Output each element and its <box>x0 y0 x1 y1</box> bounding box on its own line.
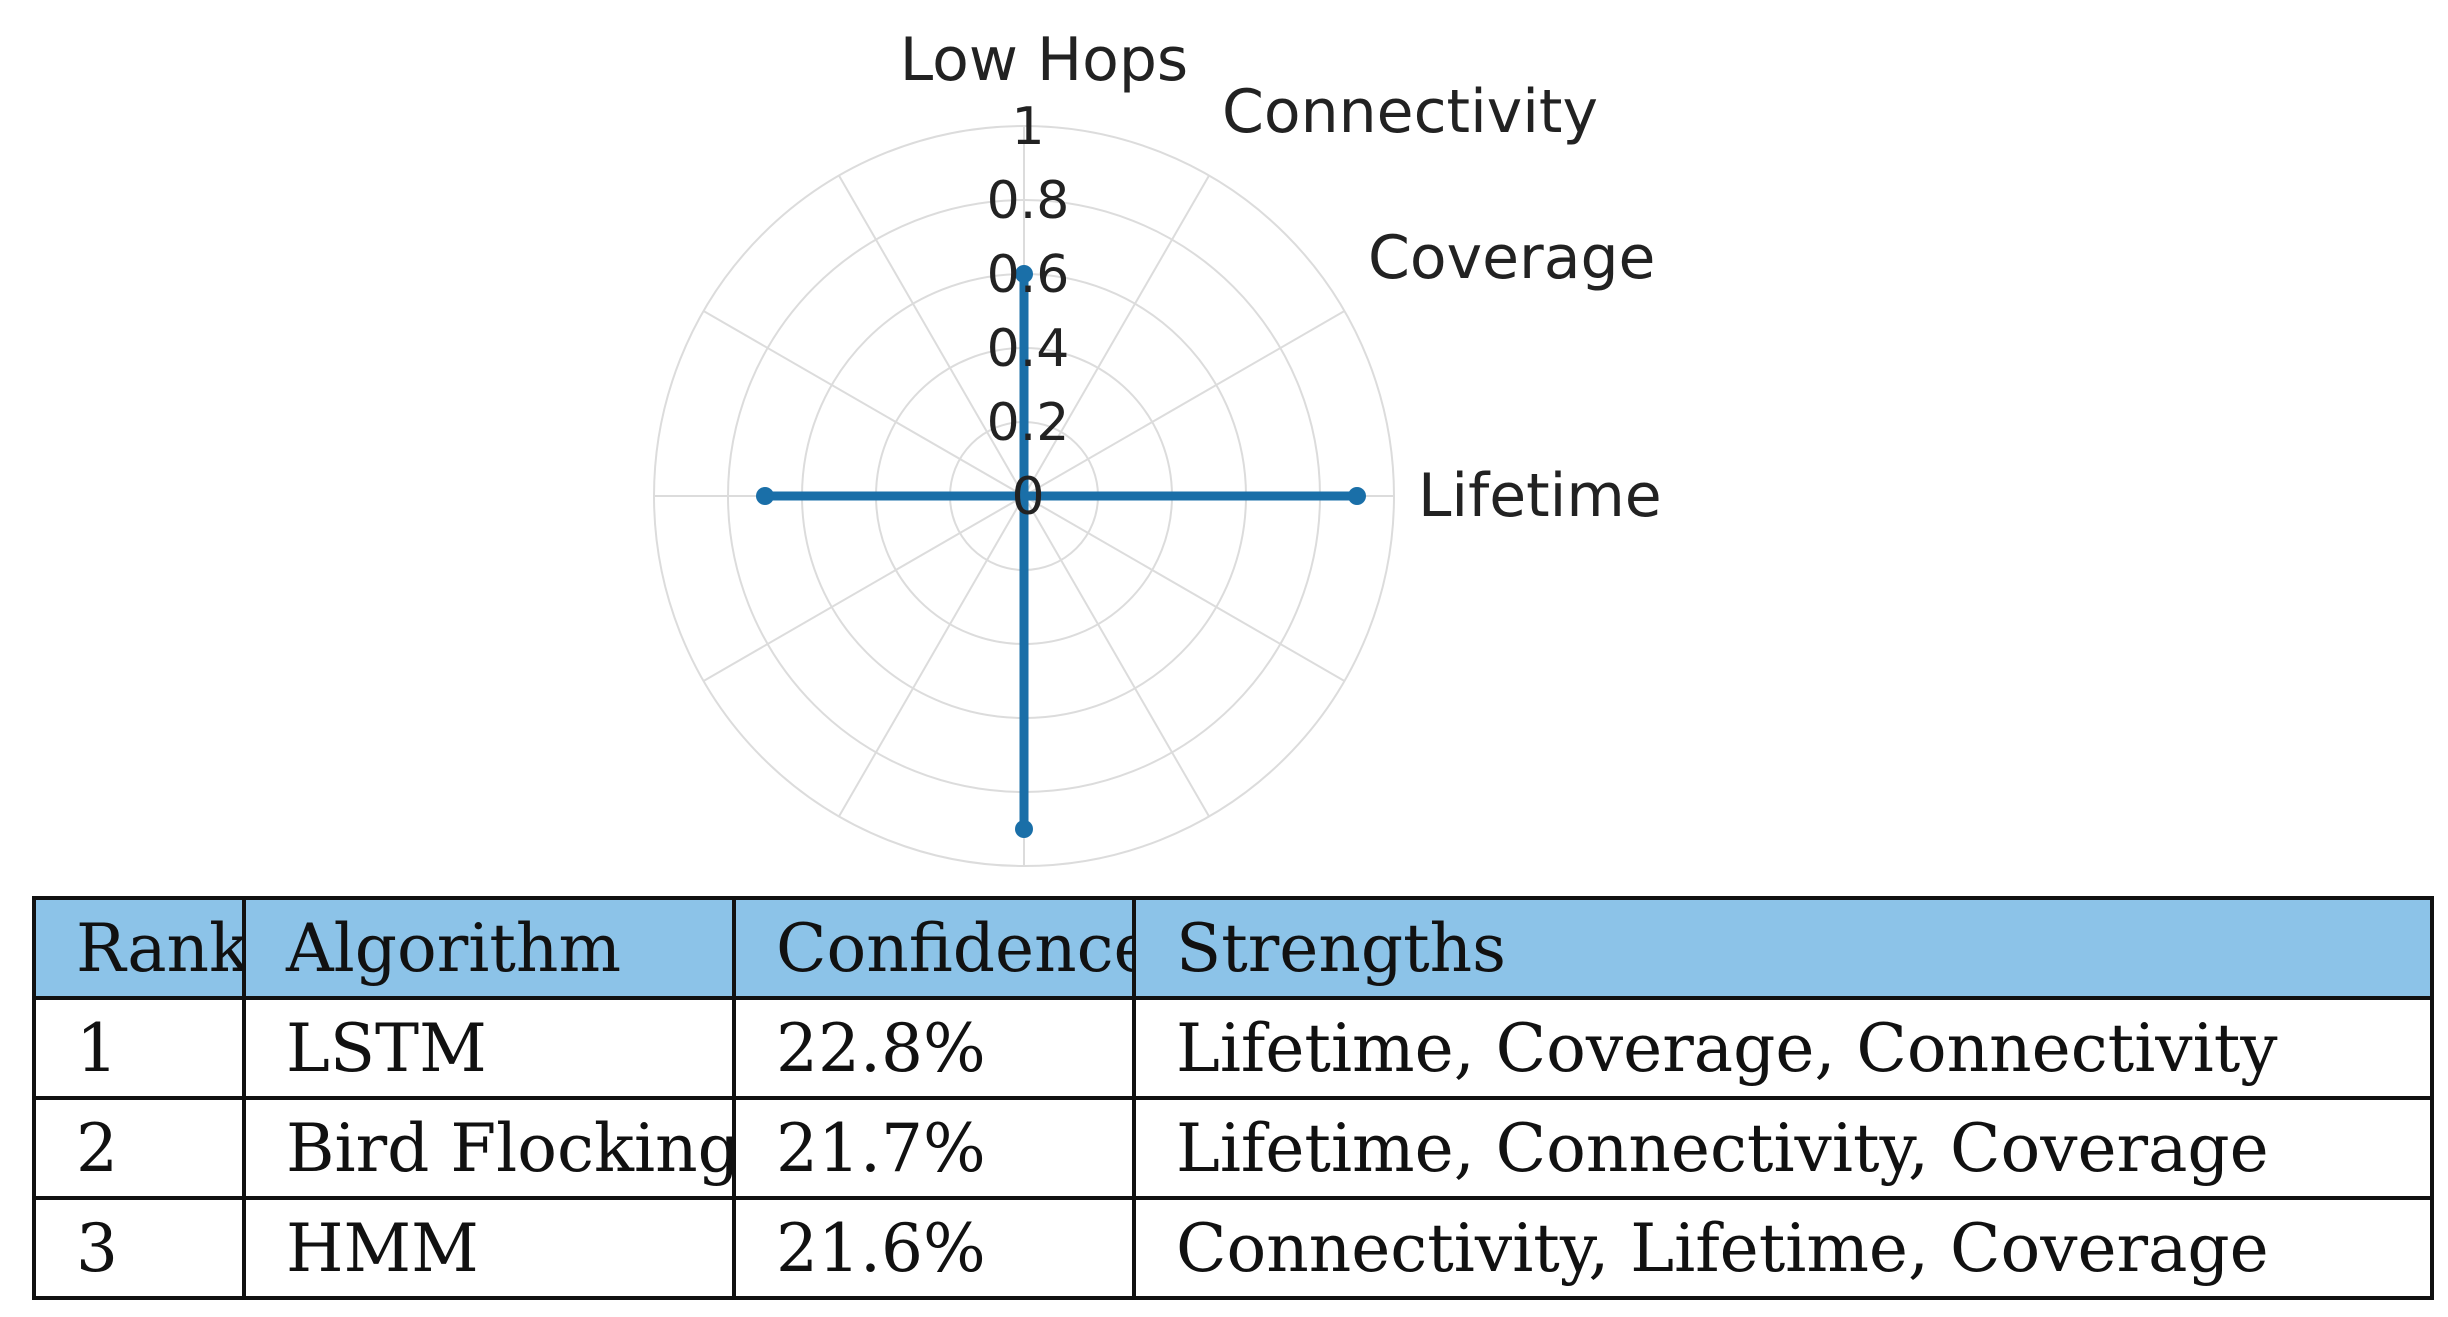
cell-confidence: 22.8% <box>732 996 1136 1100</box>
table-row: 2 Bird Flocking 21.7% Lifetime, Connecti… <box>32 1096 2434 1200</box>
grid-spoke <box>1023 310 1345 497</box>
cell-algorithm: HMM <box>242 1196 736 1300</box>
axis-label: Coverage <box>1368 223 1655 293</box>
grid-spoke <box>838 495 1025 817</box>
header-confidence: Confidence <box>732 896 1136 1000</box>
axis-label: Connectivity <box>1222 77 1598 147</box>
table-row: 3 HMM 21.6% Connectivity, Lifetime, Cove… <box>32 1196 2434 1300</box>
grid-spoke <box>1023 175 1210 497</box>
ranking-table: Rank Algorithm Confidence Strengths 1 LS… <box>32 896 2434 1300</box>
cell-rank: 1 <box>32 996 246 1100</box>
radar-chart: 0 0.2 0.4 0.6 0.8 1 Low Hops Connectivity Cover… <box>653 25 1662 867</box>
series-point <box>756 487 774 505</box>
header-rank: Rank <box>32 896 246 1000</box>
grid-spoke <box>1023 495 1210 817</box>
tick-label: 0.2 <box>987 393 1070 453</box>
axis-label: Low Hops <box>900 25 1188 95</box>
grid-spoke <box>1023 495 1345 682</box>
axis-label: Lifetime <box>1418 461 1662 531</box>
grid-spoke <box>838 175 1025 497</box>
cell-strengths: Connectivity, Lifetime, Coverage <box>1132 1196 2434 1300</box>
cell-confidence: 21.7% <box>732 1096 1136 1200</box>
tick-label: 0.8 <box>987 171 1070 231</box>
tick-label: 0.4 <box>987 319 1070 379</box>
cell-strengths: Lifetime, Connectivity, Coverage <box>1132 1096 2434 1200</box>
series-point <box>1015 820 1033 838</box>
cell-algorithm: Bird Flocking <box>242 1096 736 1200</box>
cell-confidence: 21.6% <box>732 1196 1136 1300</box>
grid-spoke <box>703 310 1025 497</box>
cell-rank: 3 <box>32 1196 246 1300</box>
table-row: 1 LSTM 22.8% Lifetime, Coverage, Connect… <box>32 996 2434 1100</box>
table-header-row: Rank Algorithm Confidence Strengths <box>32 896 2434 1000</box>
tick-label: 0 <box>1011 467 1044 527</box>
radar-series-layer <box>756 265 1366 838</box>
grid-spoke <box>703 495 1025 682</box>
cell-algorithm: LSTM <box>242 996 736 1100</box>
axis-labels: Low Hops Connectivity Coverage Lifetime <box>900 25 1662 531</box>
series-point <box>1348 487 1366 505</box>
tick-label: 1 <box>1011 97 1044 157</box>
cell-strengths: Lifetime, Coverage, Connectivity <box>1132 996 2434 1100</box>
tick-label: 0.6 <box>987 245 1070 305</box>
cell-rank: 2 <box>32 1096 246 1200</box>
header-strengths: Strengths <box>1132 896 2434 1000</box>
radial-tick-labels: 0 0.2 0.4 0.6 0.8 1 <box>987 97 1070 527</box>
header-algorithm: Algorithm <box>242 896 736 1000</box>
series-point <box>1015 265 1033 283</box>
